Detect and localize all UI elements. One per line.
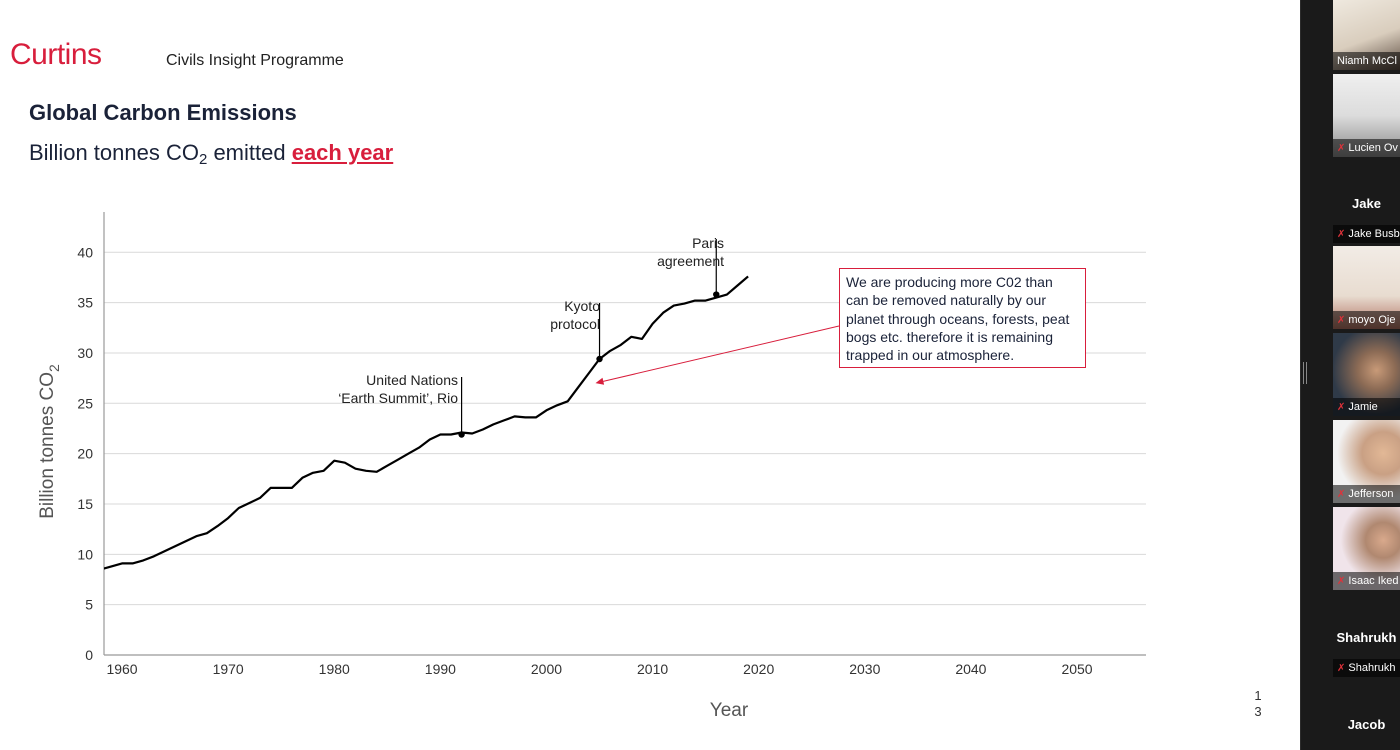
participant-label: ✗ moyo Oje [1333,311,1400,329]
brand-logo: Curtins [10,38,102,71]
emissions-series-line [104,275,749,570]
slide-subtitle: Billion tonnes CO2 emitted each year [29,140,393,168]
callout-arrow-group [595,325,840,385]
participant-tile-jefferson[interactable]: ✗ Jefferson [1333,420,1400,503]
series-group [104,275,749,570]
callout-note: We are producing more C02 than can be re… [839,268,1086,369]
subtitle-middle: emitted [207,140,292,165]
muted-mic-icon: ✗ [1337,576,1346,587]
page-number-line1: 1 [1254,688,1262,703]
annotation-group: United Nations ‘Earth Summit’, Rio Kyoto pr… [338,235,724,438]
panel-resize-handle[interactable] [1303,362,1307,384]
participant-display-name: Jake [1352,196,1381,211]
y-axis-title-subscript: 2 [46,364,62,372]
annotation-marker [458,431,465,438]
participant-label: ✗ Jefferson [1333,485,1400,503]
participant-name: Isaac Iked [1348,575,1399,587]
muted-mic-icon: ✗ [1337,143,1346,154]
y-tick-label: 15 [77,496,93,512]
page-number-line2: 3 [1254,704,1262,719]
y-tick-labels: 0 5 10 15 20 25 30 35 40 [77,244,93,663]
participant-tile-niamh[interactable]: Niamh McCl [1333,0,1400,70]
muted-mic-icon: ✗ [1337,663,1346,674]
annotation-label: United Nations [366,372,458,388]
y-tick-label: 30 [77,345,93,361]
participant-name: Shahrukh [1348,662,1396,674]
participant-name: moyo Oje [1348,314,1396,326]
subtitle-subscript: 2 [198,151,208,168]
muted-mic-icon: ✗ [1337,229,1346,240]
participant-label: ✗ Shahrukh [1333,659,1400,677]
y-axis-title-main: Billion tonnes CO [37,372,58,519]
x-tick-label: 1960 [106,661,137,677]
y-axis-title: Billion tonnes CO2 [37,364,62,519]
x-tick-label: 2030 [849,661,880,677]
callout-arrow-line [601,325,840,383]
participant-label: ✗ Isaac Iked [1333,572,1400,590]
x-axis-title: Year [710,700,749,721]
chart-axes [103,212,1146,656]
y-tick-label: 35 [77,295,93,311]
participant-tile-isaac[interactable]: ✗ Isaac Iked [1333,507,1400,590]
program-title: Civils Insight Programme [166,52,344,69]
participant-tile-jamie[interactable]: ✗ Jamie [1333,333,1400,416]
x-tick-label: 2050 [1061,661,1092,677]
participant-video-off [1333,681,1400,750]
subtitle-emphasis: each year [291,140,394,165]
panel-divider [1300,0,1301,750]
participant-tile-jacob[interactable]: Jacob [1333,681,1400,750]
y-tick-label: 20 [77,446,93,462]
y-tick-label: 40 [77,244,93,260]
annotation-label: Paris [692,235,724,251]
participant-tile-moyo[interactable]: ✗ moyo Oje [1333,246,1400,329]
participant-name: Jake Busb [1348,228,1400,240]
participant-gallery[interactable]: Niamh McCl ✗ Lucien Ov Jake ✗ Jake Busb ✗ m… [1301,0,1400,750]
x-tick-label: 2040 [955,661,986,677]
x-tick-labels: 1960 1970 1980 1990 2000 2010 2020 2030 2040 2050 [106,661,1092,677]
participant-name: Jamie [1348,401,1378,413]
slide-title: Global Carbon Emissions [29,100,297,125]
x-tick-label: 1980 [319,661,350,677]
participant-label: ✗ Lucien Ov [1333,139,1400,157]
y-tick-label: 25 [77,395,93,411]
muted-mic-icon: ✗ [1337,489,1346,500]
participant-display-name: Shahrukh [1336,630,1397,645]
participant-tile-shahrukh[interactable]: Shahrukh ✗ Shahrukh [1333,594,1400,677]
callout-arrowhead [595,377,605,385]
muted-mic-icon: ✗ [1337,402,1346,413]
x-tick-label: 2020 [743,661,774,677]
y-tick-label: 10 [77,546,93,562]
annotation-label: agreement [657,253,724,269]
annotation-label: Kyoto [564,298,600,314]
annotation-marker [713,291,720,298]
emissions-chart: 0 5 10 15 20 25 30 35 40 1960 1970 1980 1990 2000 201… [37,212,1146,721]
y-tick-label: 0 [85,647,93,663]
annotation-label: protocol [550,316,600,332]
participant-display-name: Jacob [1347,717,1386,732]
participant-name: Niamh McCl [1337,55,1397,67]
participant-tile-jake[interactable]: Jake ✗ Jake Busb [1333,160,1400,243]
y-tick-label: 5 [85,597,93,613]
annotation-label: ‘Earth Summit’, Rio [338,390,458,406]
presentation-slide: Curtins Civils Insight Programme Global … [0,0,1300,750]
participant-label: Niamh McCl [1333,52,1400,70]
x-tick-label: 1990 [425,661,456,677]
x-tick-label: 2000 [531,661,562,677]
annotation-marker [596,355,603,363]
participant-label: ✗ Jamie [1333,398,1400,416]
participant-name: Lucien Ov [1348,142,1398,154]
x-tick-label: 1970 [213,661,244,677]
participant-name: Jefferson [1348,488,1394,500]
muted-mic-icon: ✗ [1337,315,1346,326]
subtitle-prefix: Billion tonnes CO [29,140,199,165]
participant-tile-lucien[interactable]: ✗ Lucien Ov [1333,74,1400,157]
x-tick-label: 2010 [637,661,668,677]
participant-label: ✗ Jake Busb [1333,225,1400,243]
